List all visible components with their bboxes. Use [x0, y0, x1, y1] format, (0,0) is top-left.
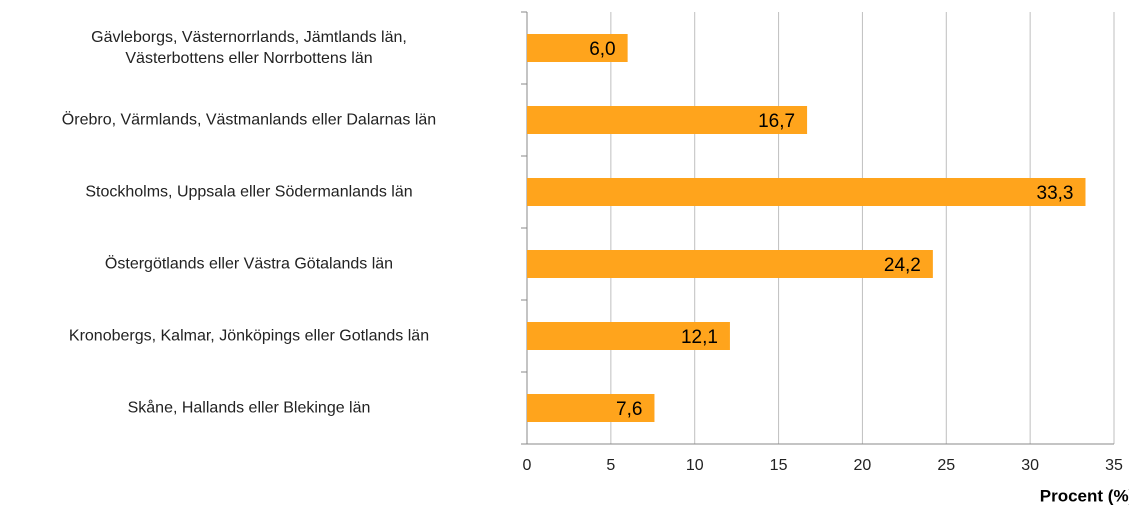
x-tick-label: 10	[686, 457, 704, 474]
x-tick-label: 5	[606, 457, 615, 474]
value-label: 6,0	[589, 39, 615, 60]
bar	[527, 106, 808, 134]
x-tick-label: 20	[854, 457, 872, 474]
x-axis-title: Procent (%)	[1040, 486, 1129, 505]
x-tick-label: 35	[1105, 457, 1123, 474]
bar	[527, 34, 628, 62]
value-label: 33,3	[1037, 183, 1074, 204]
value-label: 16,7	[758, 111, 795, 132]
y-tick-label: Stockholms, Uppsala eller Södermanlands …	[85, 183, 413, 201]
value-label: 7,6	[616, 399, 642, 420]
y-tick-label: Östergötlands eller Västra Götalands län	[104, 255, 394, 273]
x-tick-label: 15	[770, 457, 788, 474]
y-tick-label: Gävleborgs, Västernorrlands, Jämtlands l…	[91, 29, 407, 67]
bar	[527, 322, 730, 350]
y-tick-label: Örebro, Värmlands, Västmanlands eller Da…	[61, 111, 437, 129]
value-label: 24,2	[884, 255, 921, 276]
x-tick-label: 25	[937, 457, 955, 474]
x-tick-label: 0	[523, 457, 532, 474]
y-tick-label: Skåne, Hallands eller Blekinge län	[127, 399, 371, 417]
bar	[527, 178, 1086, 206]
x-tick-label: 30	[1021, 457, 1039, 474]
bar	[527, 394, 655, 422]
bar	[527, 250, 933, 278]
y-tick-label: Kronobergs, Kalmar, Jönköpings eller Got…	[68, 327, 430, 345]
value-label: 12,1	[681, 327, 718, 348]
